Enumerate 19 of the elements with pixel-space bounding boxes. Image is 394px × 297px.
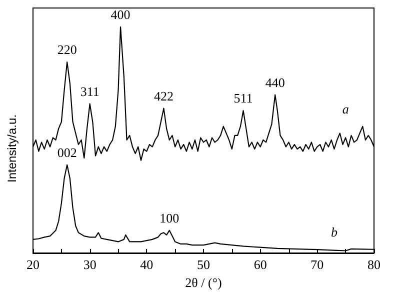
x-axis-title: 2θ / (°) — [185, 274, 222, 290]
annotation: 220 — [57, 42, 77, 58]
x-tick-label: 30 — [83, 257, 96, 272]
annotation: 511 — [234, 90, 253, 106]
x-tick-label: 20 — [26, 257, 40, 272]
annotation: 100 — [160, 210, 180, 226]
annotation: 422 — [154, 88, 174, 104]
series-label: a — [342, 102, 350, 117]
x-tick-label: 40 — [140, 257, 154, 272]
x-tick-label: 80 — [368, 257, 380, 272]
x-tick-label: 70 — [310, 257, 324, 272]
y-axis-title: Intensity/a.u. — [5, 114, 19, 183]
x-tick-label: 60 — [254, 257, 267, 272]
series-label: b — [330, 224, 338, 240]
annotation: 002 — [57, 144, 77, 160]
annotation: 311 — [80, 84, 100, 99]
x-tick-label: 50 — [197, 257, 210, 272]
annotation: 400 — [110, 6, 130, 22]
annotation: 440 — [265, 74, 285, 90]
